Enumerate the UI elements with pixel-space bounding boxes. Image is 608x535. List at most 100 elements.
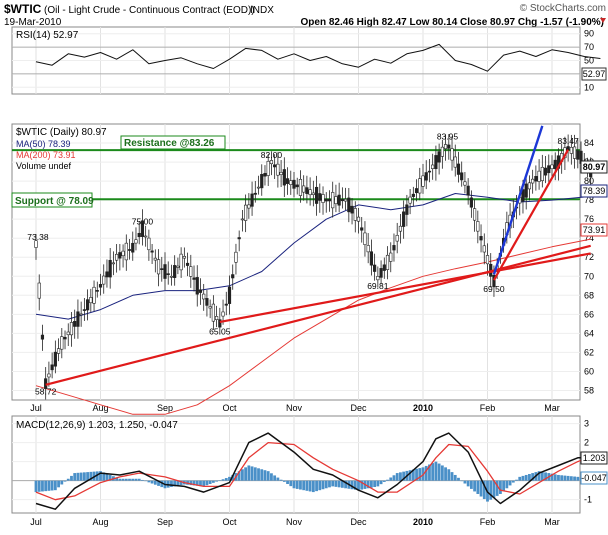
price-bar-body [411, 193, 415, 197]
price-bar-body [166, 273, 170, 275]
price-bar-body [169, 275, 174, 278]
price-bar-body [450, 148, 454, 161]
macd-signal-line [35, 441, 591, 501]
macd-histogram-bar [531, 473, 535, 481]
price-annotation: 75.00 [132, 217, 154, 227]
macd-value-tag [580, 451, 608, 465]
support-label-box [11, 192, 93, 208]
price-bar-body [153, 257, 157, 261]
macd-histogram-bar [260, 469, 264, 481]
copyright-label: © StockCharts.com [520, 3, 606, 14]
price-bar-body [424, 172, 428, 181]
price-bar-body [185, 262, 190, 266]
price-bar-body [460, 172, 464, 181]
macd-histogram-bar [160, 480, 164, 488]
price-bar-body [105, 271, 109, 278]
macd-histogram-bar [73, 473, 77, 481]
macd-histogram-bar [392, 475, 396, 481]
macd-histogram-bar [289, 480, 293, 487]
macd-histogram-bar [295, 480, 299, 489]
macd-legend: MACD(12,26,9) 1.203, 1.250, -0.047 [16, 420, 178, 431]
price-bar-body [208, 306, 212, 309]
macd-histogram-bar [424, 465, 428, 481]
price-bar-body [276, 163, 280, 176]
macd-histogram-bar [563, 475, 567, 481]
macd-histogram-bar [211, 480, 215, 483]
macd-histogram-bar [47, 480, 51, 491]
price-annotation: 69.81 [367, 281, 389, 291]
price-bar-body [427, 170, 432, 173]
price-bar-body [479, 236, 483, 241]
macd-histogram-bar [273, 475, 277, 481]
macd-histogram-bar [147, 480, 151, 483]
macd-histogram-bar [128, 478, 131, 481]
price-bar-body [86, 299, 90, 311]
macd-histogram-bar [102, 472, 106, 481]
macd-histogram-bar [34, 480, 38, 493]
macd-histogram-bar [566, 475, 570, 481]
price-bar-body [156, 259, 161, 275]
macd-histogram-bar [528, 474, 531, 481]
macd-histogram-bar [499, 480, 502, 494]
macd-histogram-bar [244, 467, 248, 481]
price-tick-label: 58 [584, 385, 594, 395]
macd-histogram-bar [76, 472, 80, 481]
price-bar-body [521, 189, 525, 202]
macd-histogram-bar [340, 480, 344, 488]
macd-histogram-bar [205, 480, 209, 486]
macd-histogram-bar [466, 480, 470, 487]
macd-value-tag-text: 1.203 [583, 453, 606, 463]
price-tick-label: 72 [584, 252, 594, 262]
macd-histogram-bar [118, 478, 122, 481]
price-bar-body [472, 208, 477, 221]
macd-histogram-bar [60, 480, 64, 485]
macd-histogram-bar [415, 468, 418, 481]
ma50-value-tag-text: 78.39 [583, 186, 606, 196]
macd-histogram-bar [463, 480, 467, 484]
macd-histogram-bar [63, 480, 67, 482]
price-panel [11, 123, 581, 401]
macd-histogram-bar [324, 480, 328, 489]
price-bar-body [376, 276, 380, 281]
macd-histogram-bar [379, 480, 383, 485]
price-bar-body [334, 196, 338, 205]
price-bar-body [266, 160, 270, 176]
macd-histogram-bar [469, 480, 473, 489]
price-bar-body [353, 208, 357, 221]
price-bar-body [92, 286, 96, 304]
macd-histogram-bar [457, 477, 460, 481]
macd-histogram-bar [431, 463, 435, 481]
price-bar-body [137, 232, 141, 238]
x-tick-label: Feb [480, 403, 496, 413]
price-bar-body [405, 204, 409, 215]
macd-histogram-bar [276, 477, 280, 481]
macd-histogram-bar [450, 472, 454, 481]
price-bar-body [379, 268, 383, 278]
price-bar-body [463, 181, 467, 186]
price-tick-label: 74 [584, 233, 594, 243]
price-bar-body [247, 204, 251, 209]
exchange-label: INDX [250, 5, 274, 16]
price-bar-body [437, 151, 441, 163]
price-bar-body [469, 197, 473, 208]
price-bar-body [198, 289, 203, 293]
price-bar-body [327, 199, 332, 202]
resistance-label: Resistance @83.26 [124, 138, 215, 149]
chart-date: 19-Mar-2010 [4, 17, 62, 28]
macd-hist-tag [580, 471, 608, 485]
x-tick-label: Oct [222, 403, 237, 413]
price-bar-body [537, 170, 541, 182]
price-bar-body [160, 268, 164, 270]
macd-histogram-bar [569, 476, 573, 481]
macd-histogram-bar [402, 471, 406, 481]
macd-histogram-bar [411, 469, 415, 481]
price-annotation: 73.38 [27, 232, 49, 242]
ma50-line [35, 193, 591, 320]
macd-histogram-bar [228, 476, 231, 481]
macd-histogram-bar [253, 467, 257, 481]
rsi-tick-label: 90 [584, 29, 594, 39]
rsi-value-tag-text: 52.97 [583, 69, 606, 79]
macd-tick-label: 2 [584, 438, 589, 448]
price-bar-body [408, 196, 412, 204]
macd-histogram-bar [508, 480, 512, 486]
